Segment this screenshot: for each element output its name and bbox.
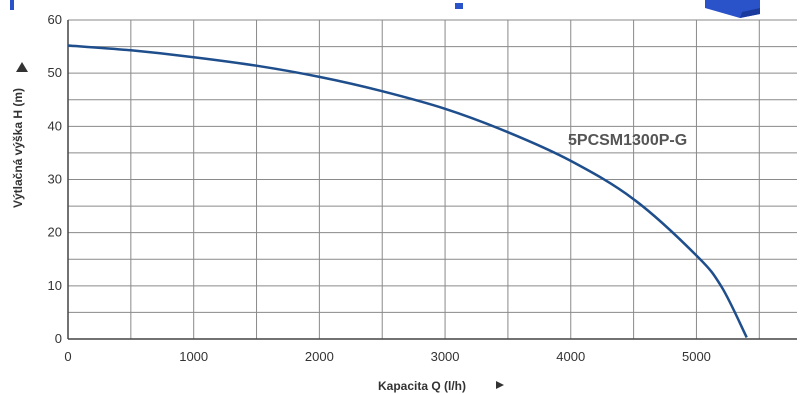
y-axis-ticks: 0 10 20 30 40 50 60 [48, 12, 62, 346]
y-tick-label: 60 [48, 12, 62, 27]
x-tick-label: 2000 [305, 349, 334, 364]
y-tick-label: 20 [48, 225, 62, 240]
x-axis-label: Kapacita Q (l/h) [378, 379, 466, 393]
y-tick-label: 30 [48, 172, 62, 187]
y-axis-label: Výtlačná výška H (m) [11, 88, 25, 208]
y-axis-arrow-icon [16, 62, 28, 72]
grid-lines [68, 20, 797, 339]
y-tick-label: 0 [55, 331, 62, 346]
y-tick-label: 50 [48, 65, 62, 80]
series-label: 5PCSM1300P-G [568, 132, 687, 149]
y-tick-label: 40 [48, 118, 62, 133]
brand-logo-fragment [10, 0, 760, 18]
x-axis-arrow-icon [496, 381, 504, 389]
x-axis-ticks: 0 1000 2000 3000 4000 5000 [64, 349, 711, 364]
x-tick-label: 1000 [179, 349, 208, 364]
series-line [68, 46, 747, 338]
y-tick-label: 10 [48, 278, 62, 293]
x-tick-label: 5000 [682, 349, 711, 364]
x-tick-label: 0 [64, 349, 71, 364]
x-tick-label: 4000 [556, 349, 585, 364]
series-group [68, 46, 747, 338]
x-tick-label: 3000 [431, 349, 460, 364]
